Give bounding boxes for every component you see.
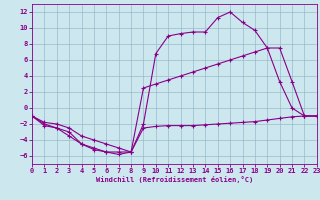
X-axis label: Windchill (Refroidissement éolien,°C): Windchill (Refroidissement éolien,°C) (96, 176, 253, 183)
